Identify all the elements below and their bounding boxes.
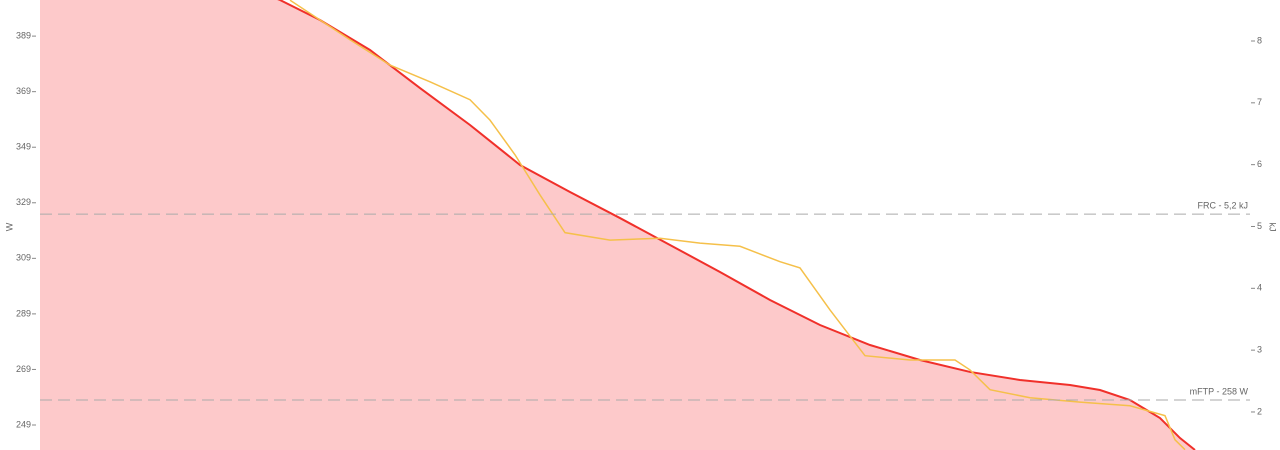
reference-label: mFTP - 258 W — [1190, 386, 1249, 396]
y-tick-label: 309 — [16, 253, 31, 263]
y2-tick-label: 3 — [1257, 345, 1262, 355]
y2-tick-label: 7 — [1257, 97, 1262, 107]
y-tick-label: 329 — [16, 197, 31, 207]
y2-tick-label: 6 — [1257, 159, 1262, 169]
line — [277, 0, 1196, 450]
area — [40, 0, 1195, 450]
y-tick-label: 389 — [16, 30, 31, 40]
y-tick-label: 269 — [16, 364, 31, 374]
y-tick-label: 369 — [16, 86, 31, 96]
y2-tick-label: 5 — [1257, 221, 1262, 231]
y-tick-label: 249 — [16, 419, 31, 429]
y2-axis-label: kJ — [1268, 223, 1278, 232]
y-axis-label: W — [4, 222, 14, 231]
y-tick-label: 289 — [16, 308, 31, 318]
y2-tick-label: 8 — [1257, 35, 1262, 45]
y2-tick-label: 2 — [1257, 406, 1262, 416]
reference-label: FRC - 5,2 kJ — [1197, 200, 1248, 210]
plot-area — [40, 0, 1196, 450]
y2-tick-label: 4 — [1257, 283, 1262, 293]
y-tick-label: 349 — [16, 142, 31, 152]
